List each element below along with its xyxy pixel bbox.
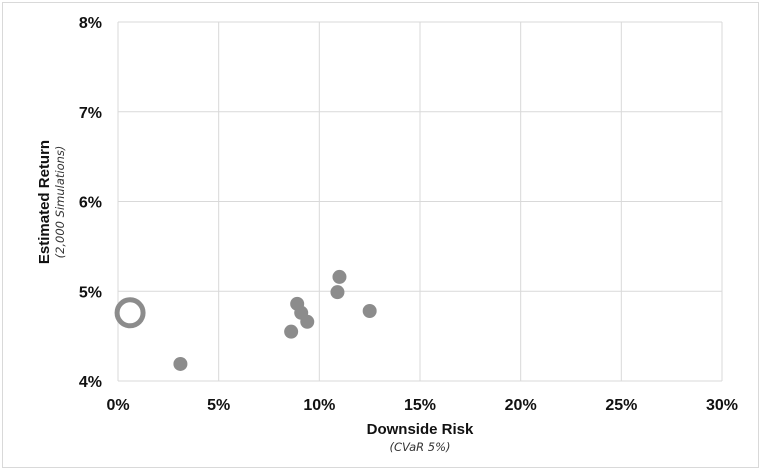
y-tick-label: 4% [79,374,102,391]
x-tick-label: 30% [706,397,738,414]
gridlines [117,21,723,382]
x-axis-title: Downside Risk [367,421,474,438]
y-tick-label: 8% [79,15,102,32]
x-tick-label: 15% [404,397,436,414]
x-tick-labels: 0% 5% 10% 15% 20% 25% 30% [106,397,738,414]
data-point [332,269,347,284]
x-tick-label: 0% [106,397,129,414]
data-point [284,324,299,339]
highlighted-data-point [114,297,146,329]
data-points [114,269,377,371]
data-point [330,285,345,300]
x-tick-label: 20% [505,397,537,414]
x-tick-label: 5% [207,397,230,414]
x-tick-label: 10% [303,397,335,414]
x-axis-subtitle: (CVaR 5%) [389,440,450,454]
data-point [362,303,377,318]
x-tick-label: 25% [605,397,637,414]
y-axis-title: Estimated Return [36,140,53,264]
y-tick-labels: 4% 5% 6% 7% 8% [79,15,102,391]
y-tick-label: 5% [79,284,102,301]
y-axis-subtitle: (2,000 Simulations) [53,146,67,259]
y-tick-label: 7% [79,105,102,122]
chart-frame [2,2,759,468]
data-point [173,356,188,371]
y-tick-label: 6% [79,195,102,212]
data-point [300,314,315,329]
